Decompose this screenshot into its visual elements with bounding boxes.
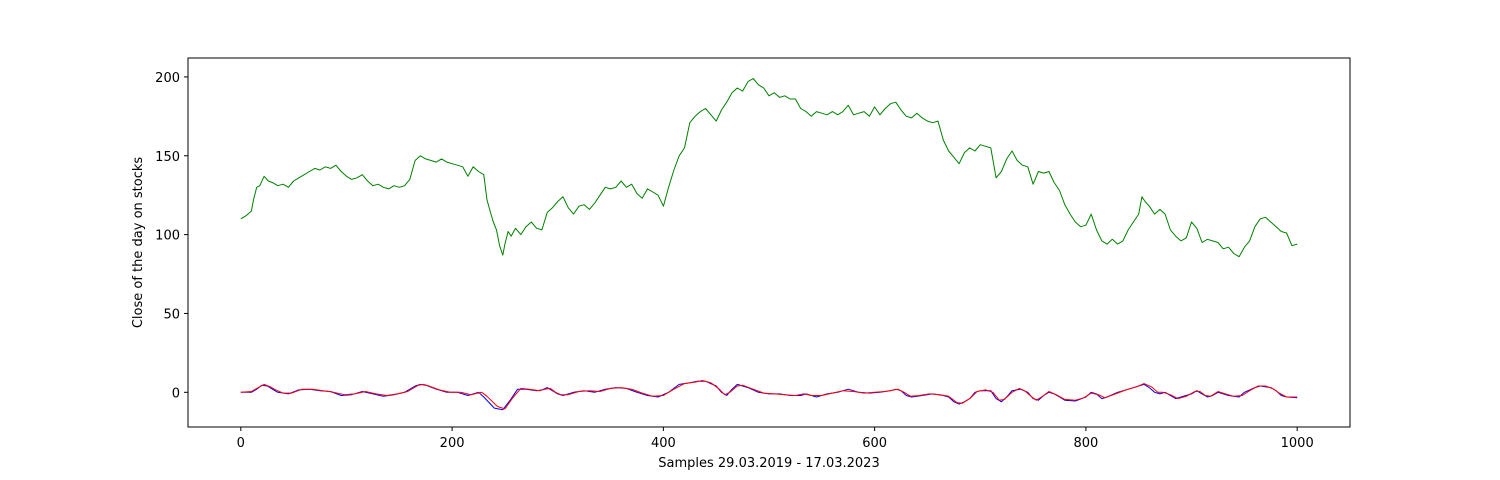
y-tick-label: 50	[163, 307, 180, 322]
close-price-line	[240, 78, 1298, 258]
series-layer	[240, 78, 1298, 411]
x-tick-label: 200	[440, 436, 465, 451]
x-tick-label: 0	[237, 436, 245, 451]
x-tick-label: 1000	[1281, 436, 1314, 451]
x-tick-label: 400	[651, 436, 676, 451]
y-axis-label: Close of the day on stocks	[131, 157, 146, 329]
y-tick-label: 0	[172, 386, 180, 401]
tick-layer: 0 200 400 600 800 1000 0 50 100 150 200	[155, 71, 1314, 451]
y-tick-label: 200	[155, 71, 180, 86]
axes-frame	[187, 57, 1351, 428]
y-tick-label: 100	[155, 229, 180, 244]
x-axis-label: Samples 29.03.2019 - 17.03.2023	[658, 456, 879, 471]
y-tick-label: 150	[155, 150, 180, 165]
red-oscillator-line	[240, 380, 1298, 410]
x-tick-label: 800	[1073, 436, 1098, 451]
x-tick-label: 600	[862, 436, 887, 451]
